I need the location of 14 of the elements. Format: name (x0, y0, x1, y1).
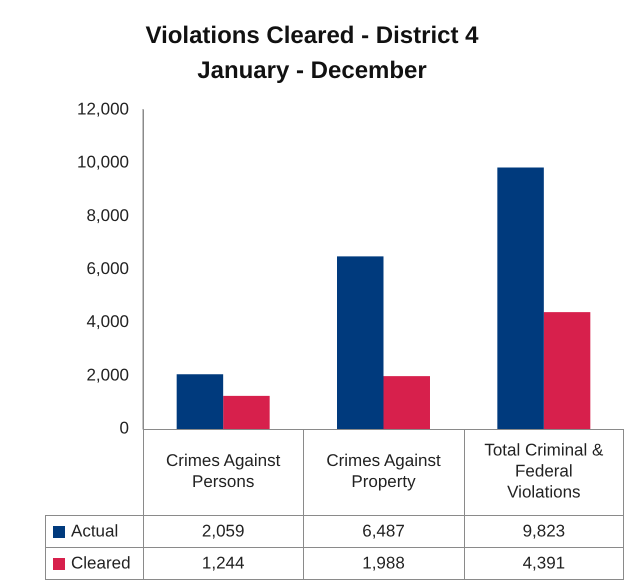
y-tick-label: 2,000 (86, 365, 129, 384)
y-tick-label: 12,000 (77, 99, 129, 118)
chart-title: Violations Cleared - District 4 (146, 22, 480, 50)
y-tick-label: 4,000 (86, 312, 129, 332)
y-tick-label: 8,000 (86, 206, 129, 225)
bar (223, 396, 270, 429)
chart-subtitle: January - December (197, 56, 427, 84)
bar (176, 374, 224, 429)
y-tick-label: 6,000 (86, 258, 129, 278)
bar (384, 376, 430, 429)
bar (497, 168, 544, 429)
bar (544, 312, 590, 429)
y-tick-label: 10,000 (77, 152, 129, 172)
bar (337, 256, 384, 429)
